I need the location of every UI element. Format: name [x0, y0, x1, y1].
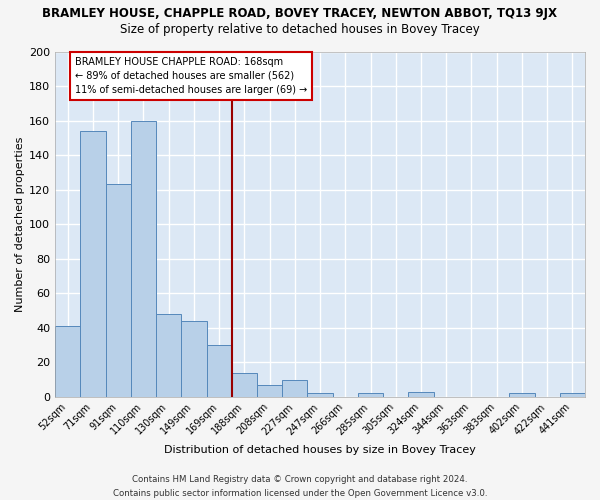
Bar [131, 120, 156, 397]
Bar [257, 384, 282, 397]
Bar [358, 394, 383, 397]
Bar [55, 326, 80, 397]
Text: BRAMLEY HOUSE CHAPPLE ROAD: 168sqm
← 89% of detached houses are smaller (562)
11: BRAMLEY HOUSE CHAPPLE ROAD: 168sqm ← 89%… [76, 56, 308, 94]
Bar [181, 321, 206, 397]
X-axis label: Distribution of detached houses by size in Bovey Tracey: Distribution of detached houses by size … [164, 445, 476, 455]
Bar [409, 392, 434, 397]
Text: BRAMLEY HOUSE, CHAPPLE ROAD, BOVEY TRACEY, NEWTON ABBOT, TQ13 9JX: BRAMLEY HOUSE, CHAPPLE ROAD, BOVEY TRACE… [43, 8, 557, 20]
Bar [509, 394, 535, 397]
Bar [307, 394, 332, 397]
Bar [282, 380, 307, 397]
Bar [106, 184, 131, 397]
Bar [156, 314, 181, 397]
Bar [206, 345, 232, 397]
Text: Contains HM Land Registry data © Crown copyright and database right 2024.
Contai: Contains HM Land Registry data © Crown c… [113, 476, 487, 498]
Bar [232, 372, 257, 397]
Y-axis label: Number of detached properties: Number of detached properties [15, 136, 25, 312]
Bar [80, 131, 106, 397]
Bar [560, 394, 585, 397]
Text: Size of property relative to detached houses in Bovey Tracey: Size of property relative to detached ho… [120, 22, 480, 36]
